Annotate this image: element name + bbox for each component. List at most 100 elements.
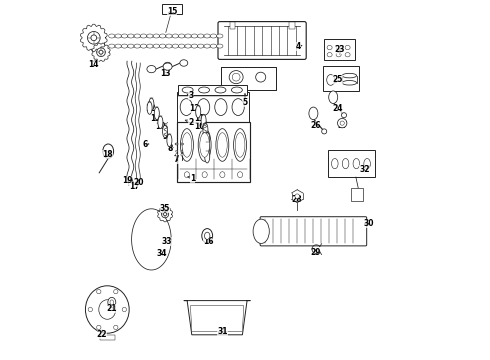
Bar — [162, 4, 182, 14]
Circle shape — [340, 121, 344, 125]
Ellipse shape — [141, 44, 147, 48]
Ellipse shape — [147, 66, 156, 73]
Ellipse shape — [332, 158, 338, 169]
Text: 2: 2 — [188, 118, 194, 127]
Ellipse shape — [309, 107, 318, 120]
Ellipse shape — [153, 34, 159, 38]
Ellipse shape — [345, 45, 350, 50]
Bar — [176, 122, 250, 182]
Ellipse shape — [342, 73, 357, 78]
Circle shape — [87, 31, 100, 44]
Circle shape — [162, 211, 169, 218]
Ellipse shape — [167, 134, 172, 147]
Ellipse shape — [128, 34, 134, 38]
Bar — [220, 67, 276, 90]
Text: 31: 31 — [218, 327, 228, 336]
Text: 8: 8 — [168, 144, 173, 153]
Ellipse shape — [141, 34, 147, 38]
Ellipse shape — [147, 44, 153, 48]
Circle shape — [88, 307, 93, 312]
Ellipse shape — [217, 44, 223, 48]
Text: 13: 13 — [161, 69, 171, 78]
Text: 33: 33 — [161, 237, 172, 246]
Ellipse shape — [345, 53, 350, 57]
Text: 6: 6 — [143, 140, 148, 149]
Ellipse shape — [231, 87, 243, 93]
Text: 9: 9 — [202, 132, 207, 141]
Ellipse shape — [180, 60, 188, 66]
Text: 1: 1 — [190, 174, 196, 183]
Ellipse shape — [182, 133, 192, 157]
Ellipse shape — [201, 114, 206, 127]
Text: 10: 10 — [155, 122, 166, 131]
Ellipse shape — [149, 98, 154, 111]
Bar — [289, 22, 294, 28]
Bar — [328, 150, 374, 177]
Circle shape — [99, 50, 103, 54]
Circle shape — [122, 307, 126, 312]
Ellipse shape — [200, 133, 210, 157]
Ellipse shape — [232, 99, 245, 116]
Ellipse shape — [235, 133, 245, 157]
Ellipse shape — [163, 125, 168, 138]
Ellipse shape — [166, 44, 172, 48]
Ellipse shape — [202, 229, 213, 243]
Text: 11: 11 — [194, 114, 204, 122]
Ellipse shape — [122, 34, 128, 38]
Ellipse shape — [153, 44, 159, 48]
Ellipse shape — [185, 44, 191, 48]
Ellipse shape — [205, 141, 210, 154]
Ellipse shape — [180, 99, 193, 116]
Ellipse shape — [204, 34, 210, 38]
Ellipse shape — [234, 129, 246, 161]
Circle shape — [97, 325, 101, 329]
Text: 16: 16 — [203, 237, 213, 246]
Text: 19: 19 — [122, 176, 132, 185]
Bar — [100, 335, 115, 340]
Text: 30: 30 — [363, 219, 374, 228]
Text: 10: 10 — [194, 122, 204, 131]
Text: 22: 22 — [97, 330, 107, 338]
Text: 11: 11 — [150, 114, 160, 122]
Ellipse shape — [215, 87, 226, 93]
Ellipse shape — [166, 34, 172, 38]
Ellipse shape — [191, 44, 197, 48]
Ellipse shape — [203, 123, 208, 136]
Ellipse shape — [217, 34, 223, 38]
Ellipse shape — [108, 297, 116, 307]
Circle shape — [338, 118, 347, 128]
Ellipse shape — [196, 105, 201, 118]
Ellipse shape — [109, 34, 115, 38]
Ellipse shape — [134, 34, 140, 38]
Text: 26: 26 — [310, 121, 320, 130]
Ellipse shape — [253, 219, 270, 243]
Ellipse shape — [256, 72, 266, 82]
Text: 27: 27 — [337, 121, 347, 130]
Bar — [176, 92, 248, 122]
Ellipse shape — [110, 300, 114, 305]
Ellipse shape — [198, 129, 211, 161]
Text: 35: 35 — [160, 204, 170, 213]
Ellipse shape — [336, 53, 341, 57]
Text: 3: 3 — [188, 91, 194, 100]
Text: 5: 5 — [243, 98, 247, 107]
Ellipse shape — [180, 129, 194, 161]
Ellipse shape — [342, 81, 357, 85]
Ellipse shape — [172, 44, 178, 48]
Ellipse shape — [122, 44, 128, 48]
Ellipse shape — [182, 87, 193, 93]
Ellipse shape — [204, 232, 210, 239]
Ellipse shape — [215, 99, 227, 116]
Ellipse shape — [202, 172, 207, 177]
Ellipse shape — [154, 107, 159, 120]
Bar — [323, 66, 360, 91]
Circle shape — [114, 325, 118, 329]
Ellipse shape — [181, 153, 183, 156]
Ellipse shape — [238, 172, 243, 177]
Polygon shape — [184, 301, 250, 335]
Ellipse shape — [147, 102, 152, 114]
Ellipse shape — [197, 44, 204, 48]
Ellipse shape — [99, 300, 116, 319]
Ellipse shape — [295, 194, 299, 198]
Circle shape — [114, 289, 118, 294]
